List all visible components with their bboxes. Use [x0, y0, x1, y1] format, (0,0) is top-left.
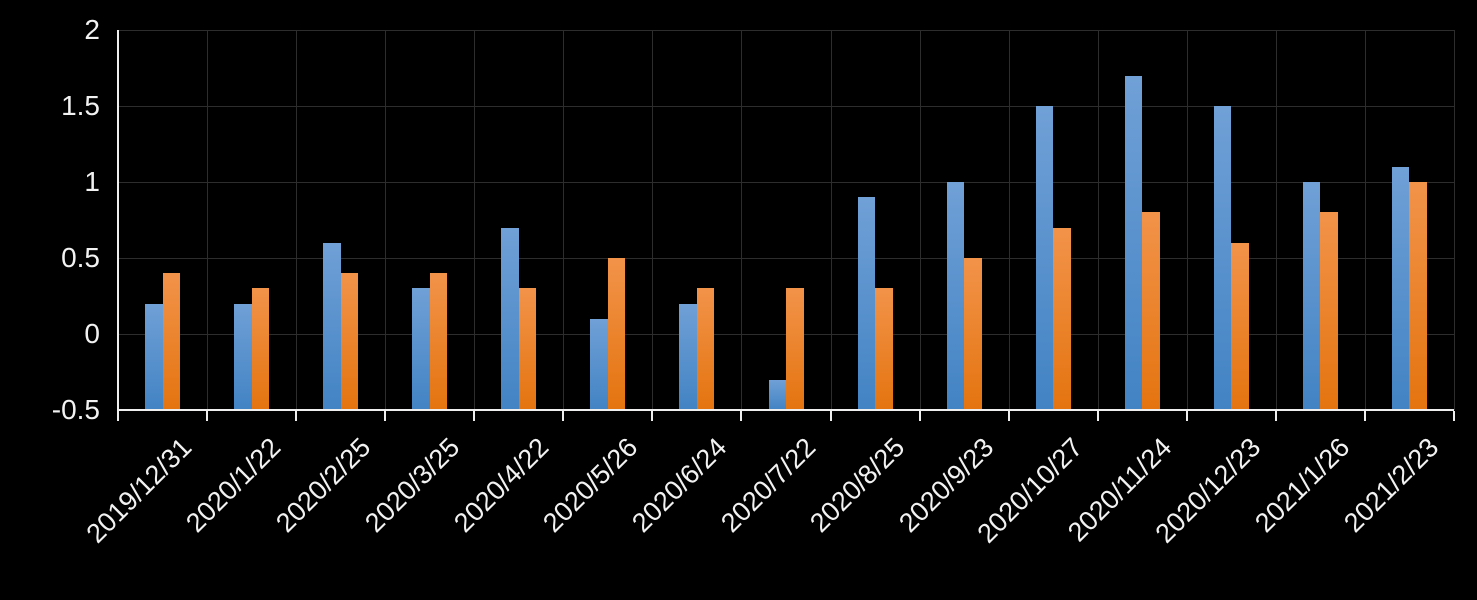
gridline-vertical [1008, 30, 1010, 410]
x-category-label: 2021/1/26 [1249, 432, 1356, 539]
blue-series-bar [1213, 106, 1232, 410]
x-category-label: 2020/1/22 [180, 432, 287, 539]
x-axis-tick [295, 411, 298, 421]
blue-series-bar [679, 303, 697, 410]
gridline-vertical [385, 30, 387, 410]
gridline-horizontal [118, 106, 1454, 107]
blue-series-bar [946, 182, 965, 410]
blue-series-bar [1302, 182, 1321, 410]
orange-series-bar [1320, 212, 1338, 410]
x-axis-tick [740, 411, 743, 421]
x-category-label: 2020/8/25 [804, 432, 911, 539]
gridline-vertical [1097, 30, 1099, 410]
orange-series-bar [251, 288, 270, 410]
x-axis-tick [206, 411, 209, 421]
orange-series-bar [1231, 242, 1249, 410]
y-tick-label: 1 [84, 166, 100, 197]
y-axis-line [117, 30, 119, 410]
orange-series-bar [607, 258, 626, 410]
gridline-vertical [296, 30, 298, 410]
x-axis-tick [1185, 411, 1188, 421]
blue-series-bar [1124, 75, 1143, 410]
x-category-label: 2020/7/22 [715, 432, 822, 539]
orange-series-bar [1053, 227, 1071, 410]
gridline-horizontal [118, 258, 1454, 259]
gridline-vertical [474, 30, 476, 410]
orange-series-bar [786, 288, 804, 410]
blue-series-bar [323, 242, 341, 410]
x-axis-tick [651, 411, 654, 421]
gridline-horizontal [118, 30, 1454, 31]
gridline-vertical [1454, 30, 1455, 410]
x-axis-tick [117, 411, 119, 421]
blue-series-bar [1035, 106, 1054, 410]
orange-series-bar [162, 273, 181, 410]
x-axis-tick [473, 411, 476, 421]
x-axis-tick [384, 411, 387, 421]
y-tick-label: 0 [84, 318, 100, 349]
x-axis-tick [1007, 411, 1010, 421]
blue-series-bar [412, 288, 430, 410]
orange-series-bar [696, 288, 715, 410]
blue-series-bar [145, 303, 163, 410]
blue-series-bar [234, 303, 252, 410]
gridline-vertical [563, 30, 565, 410]
gridline-vertical [207, 30, 209, 410]
x-axis-tick [1274, 411, 1277, 421]
y-tick-label: 0.5 [61, 242, 100, 273]
orange-series-bar [964, 258, 982, 410]
y-tick-label: -0.5 [51, 394, 100, 425]
blue-series-bar [857, 197, 876, 410]
blue-series-bar [768, 379, 786, 410]
y-tick-label: 1.5 [61, 90, 100, 121]
x-category-label: 2020/4/22 [447, 432, 555, 539]
gridline-vertical [1364, 30, 1366, 410]
blue-series-bar [1391, 166, 1410, 410]
x-axis-tick [562, 411, 565, 421]
x-axis-tick [1096, 411, 1099, 421]
gridline-vertical [1186, 30, 1188, 410]
x-axis-tick [1453, 411, 1455, 421]
orange-series-bar [875, 288, 893, 410]
gridline-vertical [919, 30, 921, 410]
orange-series-bar [518, 288, 537, 410]
gridline-vertical [830, 30, 832, 410]
x-axis-line [117, 409, 1454, 411]
y-tick-label: 2 [84, 14, 100, 45]
x-category-label: 2021/2/23 [1338, 432, 1445, 539]
orange-series-bar [340, 273, 359, 410]
orange-series-bar [1142, 212, 1160, 410]
x-axis-tick [918, 411, 921, 421]
x-category-label: 2020/3/25 [358, 432, 465, 539]
gridline-vertical [652, 30, 654, 410]
x-axis-tick [1363, 411, 1366, 421]
gridline-vertical [1275, 30, 1277, 410]
orange-series-bar [429, 273, 448, 410]
x-category-label: 2020/6/24 [625, 432, 733, 539]
x-axis-tick [829, 411, 832, 421]
x-category-label: 2020/2/25 [269, 432, 376, 539]
blue-series-bar [501, 227, 519, 410]
gridline-horizontal [118, 182, 1454, 183]
orange-series-bar [1409, 182, 1427, 410]
gridline-vertical [741, 30, 743, 410]
x-category-label: 2019/12/31 [80, 432, 198, 549]
x-category-label: 2020/5/26 [536, 432, 644, 539]
blue-series-bar [590, 318, 608, 410]
